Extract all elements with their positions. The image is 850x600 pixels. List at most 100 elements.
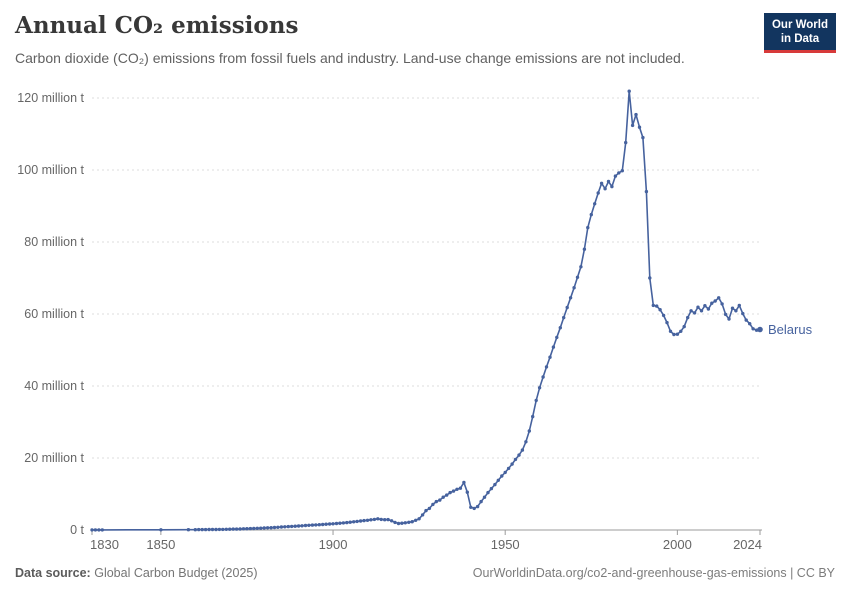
data-point[interactable]: [682, 324, 686, 329]
data-point[interactable]: [472, 506, 476, 511]
data-point[interactable]: [703, 304, 707, 308]
data-point[interactable]: [596, 191, 600, 195]
data-point[interactable]: [599, 181, 604, 185]
data-point[interactable]: [221, 527, 225, 532]
data-point[interactable]: [551, 345, 556, 349]
data-point[interactable]: [723, 312, 728, 317]
data-point[interactable]: [376, 517, 380, 521]
data-point[interactable]: [751, 327, 755, 331]
data-point[interactable]: [710, 301, 714, 305]
data-point[interactable]: [620, 169, 624, 173]
data-point[interactable]: [276, 525, 280, 529]
data-point[interactable]: [159, 528, 163, 532]
data-point[interactable]: [441, 495, 445, 499]
data-point[interactable]: [482, 495, 487, 499]
data-point[interactable]: [624, 140, 628, 145]
data-point[interactable]: [386, 517, 390, 522]
data-point[interactable]: [393, 520, 397, 525]
data-point[interactable]: [241, 527, 246, 531]
data-point[interactable]: [493, 482, 497, 487]
data-point[interactable]: [737, 303, 741, 308]
data-point[interactable]: [644, 189, 649, 194]
data-point[interactable]: [352, 520, 356, 524]
data-point[interactable]: [696, 305, 700, 309]
data-point[interactable]: [355, 519, 359, 524]
data-point[interactable]: [503, 470, 507, 475]
data-point[interactable]: [331, 522, 335, 526]
data-point[interactable]: [510, 462, 514, 466]
data-point[interactable]: [741, 311, 745, 316]
data-point[interactable]: [414, 518, 418, 522]
data-point[interactable]: [465, 490, 469, 494]
data-point[interactable]: [348, 520, 352, 524]
data-point[interactable]: [648, 276, 652, 280]
data-point[interactable]: [517, 453, 521, 457]
data-point[interactable]: [603, 187, 607, 191]
data-point[interactable]: [317, 523, 321, 527]
data-point[interactable]: [548, 355, 552, 359]
data-point[interactable]: [686, 315, 690, 320]
data-point[interactable]: [327, 522, 332, 526]
data-point[interactable]: [290, 524, 294, 529]
data-point[interactable]: [448, 490, 452, 495]
data-point[interactable]: [534, 398, 538, 403]
data-point[interactable]: [675, 332, 680, 336]
data-point[interactable]: [217, 527, 222, 532]
data-point[interactable]: [245, 527, 249, 531]
data-point[interactable]: [407, 520, 411, 524]
data-point[interactable]: [555, 335, 559, 340]
data-point[interactable]: [238, 527, 242, 531]
data-point[interactable]: [658, 308, 662, 312]
data-point[interactable]: [210, 527, 215, 532]
data-point[interactable]: [259, 526, 263, 530]
data-point[interactable]: [651, 303, 655, 308]
data-point[interactable]: [637, 125, 642, 129]
data-point[interactable]: [365, 518, 370, 522]
data-point[interactable]: [706, 307, 711, 311]
data-point[interactable]: [689, 309, 693, 313]
data-point[interactable]: [324, 522, 328, 526]
data-point[interactable]: [228, 527, 232, 531]
data-point[interactable]: [506, 466, 511, 471]
data-point[interactable]: [434, 499, 438, 504]
data-point[interactable]: [265, 526, 270, 530]
data-point[interactable]: [248, 526, 253, 531]
owid-logo[interactable]: Our World in Data: [763, 13, 836, 53]
data-point[interactable]: [513, 457, 518, 462]
data-point[interactable]: [300, 524, 304, 528]
data-point[interactable]: [568, 296, 573, 300]
data-point[interactable]: [420, 513, 425, 517]
data-point[interactable]: [641, 135, 645, 140]
data-point[interactable]: [524, 440, 528, 444]
data-point[interactable]: [692, 311, 697, 315]
data-point[interactable]: [231, 527, 235, 531]
data-point[interactable]: [610, 184, 614, 189]
data-point[interactable]: [575, 275, 580, 279]
data-point[interactable]: [720, 302, 724, 306]
attribution-link[interactable]: OurWorldinData.org/co2-and-greenhouse-ga…: [472, 566, 835, 580]
data-point[interactable]: [283, 525, 287, 529]
data-point[interactable]: [586, 225, 590, 230]
data-point[interactable]: [541, 375, 545, 379]
data-point[interactable]: [730, 306, 735, 310]
data-point[interactable]: [310, 523, 315, 527]
data-point[interactable]: [314, 523, 318, 527]
data-point[interactable]: [303, 523, 308, 528]
data-point[interactable]: [531, 414, 535, 419]
data-point[interactable]: [462, 480, 466, 485]
data-point[interactable]: [744, 318, 748, 322]
data-point[interactable]: [757, 326, 763, 333]
data-point[interactable]: [593, 202, 597, 206]
data-point[interactable]: [630, 123, 635, 128]
data-point[interactable]: [90, 528, 94, 532]
data-point[interactable]: [321, 522, 325, 527]
data-point[interactable]: [97, 528, 101, 532]
data-point[interactable]: [613, 174, 618, 178]
data-point[interactable]: [296, 524, 301, 528]
data-point[interactable]: [417, 517, 421, 521]
data-point[interactable]: [634, 112, 638, 117]
data-point[interactable]: [589, 212, 593, 217]
data-point[interactable]: [200, 527, 204, 532]
data-point[interactable]: [362, 518, 366, 523]
